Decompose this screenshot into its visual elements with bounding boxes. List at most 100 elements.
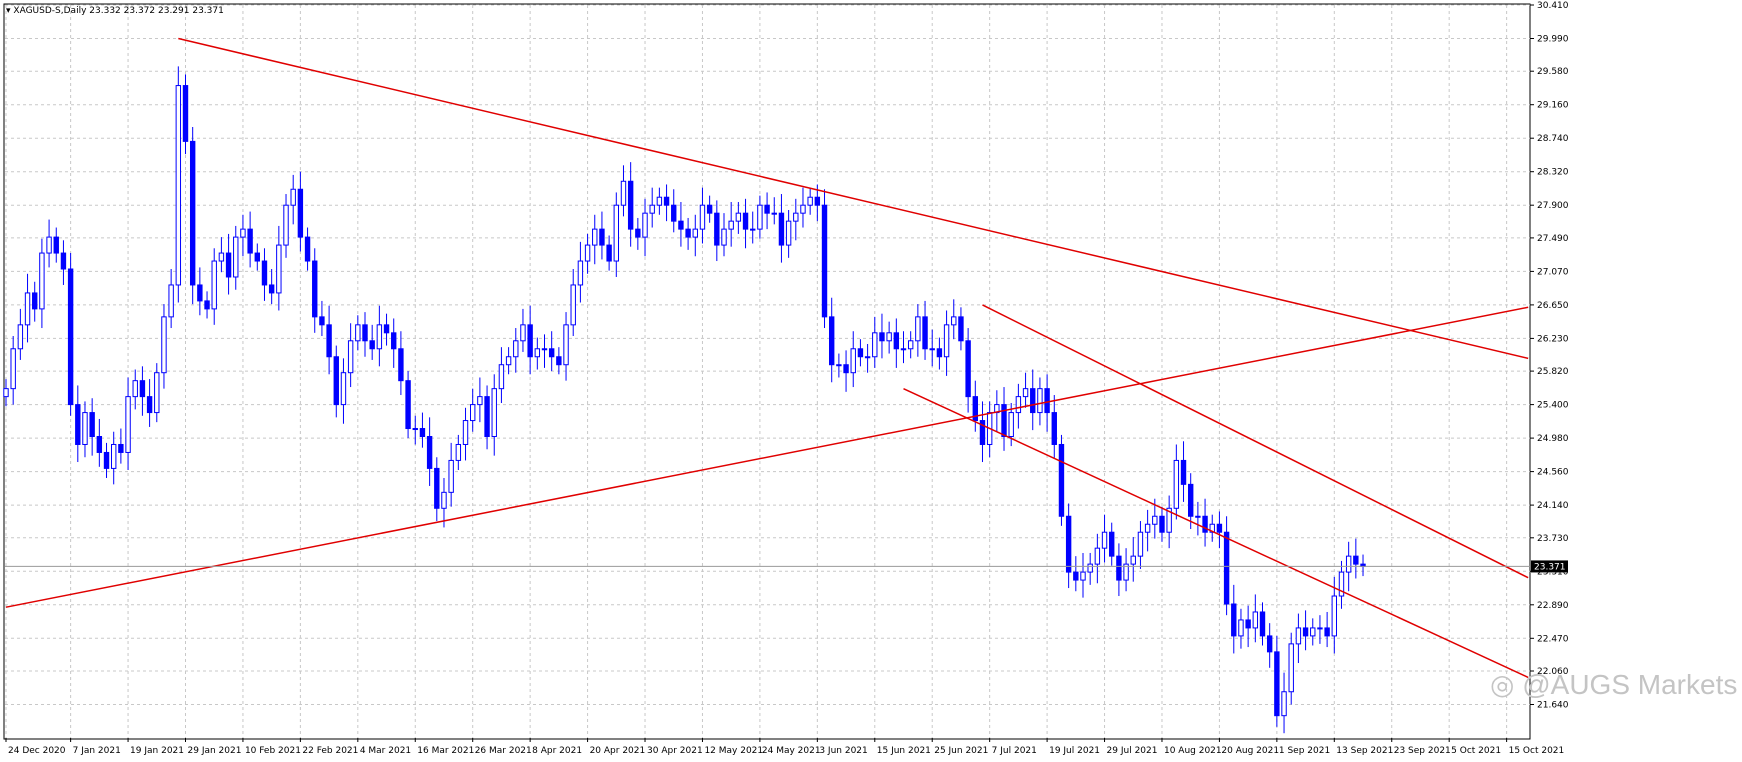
candle-bull (82, 412, 88, 445)
candle-bull (24, 292, 31, 326)
candle (290, 174, 296, 225)
x-tick-label: 7 Jan 2021 (73, 746, 121, 756)
x-tick-label: 24 Dec 2020 (8, 746, 66, 756)
candle (1180, 441, 1187, 502)
candle (843, 350, 849, 392)
candle (175, 66, 182, 303)
candle (857, 339, 864, 367)
candle (182, 74, 189, 155)
candle (412, 415, 418, 445)
candle (1331, 576, 1337, 654)
candle-bear (426, 436, 433, 469)
candle (75, 385, 81, 463)
candle-bear (118, 443, 124, 453)
candle (1216, 511, 1223, 549)
candle (721, 213, 727, 257)
y-tick-label: 26.650 (1537, 301, 1569, 311)
candle (32, 281, 38, 322)
candle-bear (297, 188, 304, 238)
candle (132, 369, 138, 410)
candle-bull (1022, 388, 1029, 398)
y-tick-label: 23.730 (1537, 534, 1569, 544)
symbol-label: XAGUSD-S (13, 6, 61, 16)
candle (383, 313, 390, 346)
candle-bear (362, 324, 368, 342)
candle (491, 374, 497, 456)
candle-bull (915, 316, 921, 342)
candle-bear (391, 332, 397, 350)
candle-bull (577, 260, 584, 286)
y-tick-label: 22.890 (1537, 601, 1569, 611)
candle (1087, 552, 1093, 585)
candle-bear (843, 364, 849, 374)
candle-bear (599, 228, 605, 246)
candle (283, 194, 289, 258)
candle-bull (907, 340, 914, 350)
candle-bear (671, 204, 677, 222)
candle (333, 345, 339, 418)
y-tick-label: 27.070 (1537, 267, 1569, 277)
candle-bull (1166, 507, 1172, 533)
candle-bull (771, 212, 777, 215)
candle-bull (1317, 627, 1323, 630)
y-tick-label: 30.410 (1537, 1, 1569, 11)
candle (1109, 522, 1115, 566)
x-tick-label: 20 Apr 2021 (590, 746, 646, 756)
candle (1022, 372, 1029, 408)
candle-bull (1008, 412, 1014, 438)
candle (233, 225, 239, 290)
candle-bear (714, 212, 720, 246)
candle (276, 225, 282, 311)
x-tick-label: 25 Jun 2021 (934, 746, 988, 756)
candle-bull (951, 316, 957, 326)
candle-bear (383, 324, 390, 334)
candle-bull (728, 220, 734, 230)
candle-bear (663, 196, 670, 206)
candle (46, 219, 52, 268)
candle (1144, 509, 1151, 552)
candle-bull (1331, 595, 1337, 637)
candle (154, 363, 160, 423)
candle-bull (154, 372, 160, 414)
candle-bull (39, 252, 45, 310)
candle-bull (1123, 563, 1129, 581)
candle (405, 371, 411, 439)
candle (268, 269, 275, 305)
candle (470, 388, 476, 432)
candle-bear (1223, 531, 1230, 605)
candle-bear (32, 292, 38, 310)
candle (807, 187, 813, 215)
candle (893, 318, 900, 368)
candle-bull (505, 356, 512, 366)
candle-bear (405, 380, 411, 430)
candle-bull (864, 356, 871, 359)
candle (448, 442, 454, 507)
candle (60, 240, 67, 285)
candle (886, 321, 892, 354)
candle-bear (1266, 635, 1273, 653)
candle (613, 192, 619, 277)
candle-bull (111, 443, 117, 469)
candle (606, 235, 612, 271)
candle-bull (850, 348, 856, 374)
candle-bull (1338, 571, 1345, 597)
candle-bear (268, 284, 275, 294)
candle-bull (1238, 619, 1244, 637)
candle-bull (491, 388, 497, 438)
candle-bull (1137, 531, 1144, 557)
candle-bear (1065, 515, 1072, 573)
candle-bull (355, 324, 361, 342)
candle-bull (1209, 523, 1215, 533)
candle-bear (60, 252, 67, 270)
candle (685, 217, 691, 250)
candle (1324, 611, 1330, 648)
candle-bear (254, 252, 261, 262)
candle (340, 358, 347, 424)
candle-bear (979, 420, 986, 445)
collapse-triangle-icon[interactable]: ▾ (6, 6, 11, 16)
candle (204, 291, 210, 319)
candle-bear (764, 204, 770, 214)
candle-bear (312, 260, 318, 318)
candle (829, 297, 835, 383)
